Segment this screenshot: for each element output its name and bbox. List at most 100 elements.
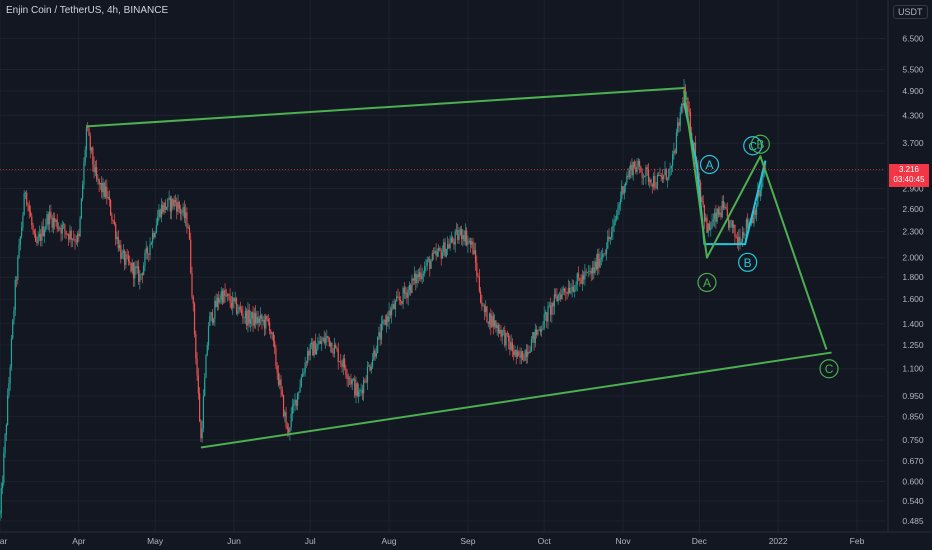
candle-body	[127, 255, 130, 262]
x-axis: Mar Apr May Jun Jul Aug Sep Oct Nov Dec 2022 Feb	[0, 531, 932, 546]
candle-body	[15, 279, 18, 281]
candle-body	[369, 365, 371, 371]
candle-body	[281, 389, 283, 396]
candle-body	[323, 337, 325, 344]
candle-body	[449, 242, 451, 249]
candle-body	[300, 377, 302, 387]
candle-body	[37, 236, 39, 243]
candle-body	[477, 275, 479, 277]
candle-body	[199, 393, 201, 422]
candle-body	[333, 344, 336, 354]
candle-body	[731, 220, 733, 228]
candle-body	[743, 232, 745, 236]
green-wave-label: B	[756, 138, 764, 152]
candle-body	[700, 181, 702, 197]
candle-body	[525, 350, 528, 357]
candle-body	[566, 292, 568, 294]
candle-body	[324, 338, 327, 344]
candle-body	[513, 351, 515, 356]
candle-body	[763, 167, 765, 177]
candle-body	[529, 351, 531, 353]
candle-body	[159, 209, 161, 217]
candle-body	[443, 242, 445, 253]
green-wave-path[interactable]	[683, 90, 828, 350]
channel-upper-line[interactable]	[86, 86, 685, 128]
candle-body	[125, 254, 127, 265]
candle-body	[707, 223, 709, 233]
candle-body	[499, 329, 501, 334]
candle-body	[478, 276, 480, 292]
candle-body	[172, 198, 174, 207]
candle-body	[181, 213, 183, 214]
candle-body	[136, 266, 138, 269]
candle-body	[329, 342, 332, 347]
candle-body	[440, 250, 442, 259]
candle-body	[716, 208, 718, 222]
candle-body	[103, 182, 105, 197]
candle-body	[182, 207, 184, 214]
candle-body	[302, 374, 304, 378]
candle-body	[551, 302, 553, 315]
candle-body	[129, 261, 131, 263]
candle-body	[715, 212, 717, 222]
candle-body	[496, 324, 498, 329]
candle-body	[378, 332, 380, 337]
candle-body	[687, 98, 689, 110]
channel-lower-line[interactable]	[200, 351, 832, 449]
candle-body	[321, 340, 323, 344]
candle-body	[649, 179, 651, 182]
trend-channel	[86, 86, 832, 449]
candle-body	[712, 219, 714, 222]
candle-body	[78, 233, 80, 237]
candle-body	[488, 313, 491, 324]
x-tick-label: Apr	[72, 536, 85, 546]
green-wave-label-circle	[750, 134, 770, 154]
candle-body	[595, 261, 597, 270]
candle-body	[483, 305, 486, 313]
candle-body	[558, 294, 561, 295]
candle-body	[474, 250, 477, 264]
candle-body	[418, 272, 421, 278]
candle-body	[149, 244, 151, 255]
candle-body	[664, 169, 666, 175]
candle-body	[553, 294, 555, 307]
candle-body	[438, 248, 440, 252]
candle-body	[46, 214, 48, 226]
candle-body	[502, 329, 505, 331]
candle-body	[50, 211, 52, 217]
x-tick-label: Dec	[692, 536, 708, 546]
candle-body	[754, 209, 756, 215]
candle-body	[337, 349, 339, 362]
candle-body	[730, 220, 732, 222]
candle-body	[688, 109, 690, 112]
candle-body	[70, 230, 72, 240]
candle-body	[403, 287, 405, 294]
candle-body	[130, 262, 132, 272]
candle-body	[356, 383, 358, 397]
candle-body	[35, 233, 37, 242]
y-tick-label: 4.300	[902, 110, 924, 120]
candle-body	[567, 287, 569, 294]
candle-body	[343, 358, 346, 369]
candle-body	[354, 379, 356, 396]
candle-body	[510, 342, 512, 350]
candle-body	[604, 253, 606, 254]
candle-body	[28, 204, 30, 212]
candle-body	[365, 381, 367, 383]
candle-body	[0, 512, 1, 516]
candle-body	[153, 232, 155, 238]
candle-body	[520, 351, 522, 358]
candle-body	[76, 233, 79, 243]
candle-body	[741, 232, 744, 242]
candle-body	[584, 271, 586, 280]
candle-body	[388, 310, 390, 322]
currency-unit-badge[interactable]: USDT	[893, 5, 928, 19]
blue-wave-label: A	[705, 158, 713, 172]
candle-body	[9, 367, 11, 384]
candle-body	[435, 250, 437, 256]
candle-body	[616, 215, 618, 220]
candle-body	[342, 358, 344, 368]
candle-body	[407, 289, 409, 298]
candle-body	[656, 174, 658, 189]
